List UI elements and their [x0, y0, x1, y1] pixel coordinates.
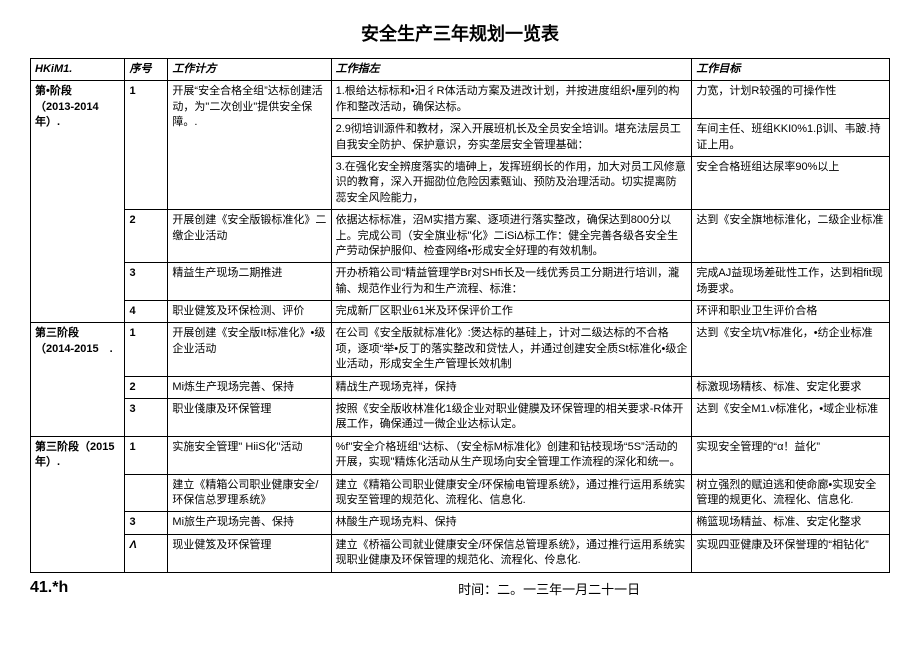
- seq-cell: Λ: [125, 534, 168, 572]
- plan-cell: Mi炼生产现场完善、保持: [168, 376, 331, 398]
- guide-cell: 完成新厂区职业61米及环保评价工作: [331, 301, 692, 323]
- table-row: 3Mi旅生产现场完善、保持林酸生产现场克料、保持椭篮现场精益、标准、安定化整求: [31, 512, 890, 534]
- footer: 41.*h 时间：二。一三年一月二十一日: [30, 579, 890, 598]
- seq-cell: 1: [125, 436, 168, 474]
- table-row: 第三阶段（2015年）.1实施安全管理" HiiS化"活动%f"安全介格班组"达…: [31, 436, 890, 474]
- footer-right: 时间：二。一三年一月二十一日: [208, 579, 890, 598]
- goal-cell: 椭篮现场精益、标准、安定化整求: [692, 512, 890, 534]
- plan-cell: Mi旅生产现场完善、保持: [168, 512, 331, 534]
- seq-cell: 4: [125, 301, 168, 323]
- seq-cell: 3: [125, 399, 168, 437]
- seq-cell: [125, 474, 168, 512]
- goal-cell: 标激现场精核、标准、安定化要求: [692, 376, 890, 398]
- table-row: 建立《精箱公司职业健康安全/环保信总罗理系统》建立《精箱公司职业健康安全/环保榆…: [31, 474, 890, 512]
- guide-cell: 林酸生产现场克料、保持: [331, 512, 692, 534]
- goal-cell: 安全合格班组达尿率90%以上: [692, 156, 890, 209]
- goal-cell: 环评和职业卫生评价合格: [692, 301, 890, 323]
- header-cell: HKiM1.: [31, 59, 125, 81]
- guide-cell: 开办桥箱公司“精益管理学Br对SHfi长及一线优秀员工分期进行培训，瀧输、规范作…: [331, 263, 692, 301]
- header-cell: 工作指左: [331, 59, 692, 81]
- header-cell: 序号: [125, 59, 168, 81]
- phase-cell: 第三阶段（2014-2015 .: [31, 323, 125, 436]
- table-row: 第•阶段（2013-2014年）.1开展“安全合格全组”达标创建活动，为"二次创…: [31, 81, 890, 119]
- goal-cell: 实现安全管理的“α！益化”: [692, 436, 890, 474]
- seq-cell: 3: [125, 512, 168, 534]
- goal-cell: 车间主任、班组KKI0%1.β训、韦跛.持证上用。: [692, 119, 890, 157]
- header-cell: 工作目标: [692, 59, 890, 81]
- guide-cell: 在公司《安全版就标准化》:煲达标的基硅上，计对二级达标的不合格项，逐项“举•反丁…: [331, 323, 692, 376]
- plan-cell: 开展创建《安全版It标准化》•级企业活动: [168, 323, 331, 376]
- table-row: 3精益生产现场二期推进开办桥箱公司“精益管理学Br对SHfi长及一线优秀员工分期…: [31, 263, 890, 301]
- plan-cell: 精益生产现场二期推进: [168, 263, 331, 301]
- seq-cell: 1: [125, 323, 168, 376]
- guide-cell: %f"安全介格班组"达标、（安全标M标准化》创建和钻枝现场“5S”活动的开展，实…: [331, 436, 692, 474]
- guide-cell: 2.9彻培训源件和教材，深入开展班机长及全员安全培训。堪充法层员工自我安全防护、…: [331, 119, 692, 157]
- header-cell: 工作计方: [168, 59, 331, 81]
- table-row: 4职业健笈及环保检测、评价完成新厂区职业61米及环保评价工作环评和职业卫生评价合…: [31, 301, 890, 323]
- goal-cell: 树立强烈的赋迫逃和使命廊•实现安全管理的规更化、流程化、信息化.: [692, 474, 890, 512]
- footer-left: 41.*h: [30, 579, 68, 598]
- guide-cell: 依据达标标准，沼M实措方案、逐项进行落实整改，确保达到800分以上。完成公司（安…: [331, 210, 692, 263]
- plan-cell: 职业俴康及环保管理: [168, 399, 331, 437]
- goal-cell: 达到《安全M1.v标准化，•域企业标准: [692, 399, 890, 437]
- goal-cell: 达到《安全旗地标淮化，二级企业标准: [692, 210, 890, 263]
- goal-cell: 实现四亚健康及环保誉理的“相钻化”: [692, 534, 890, 572]
- plan-cell: 职业健笈及环保检测、评价: [168, 301, 331, 323]
- plan-cell: 实施安全管理" HiiS化"活动: [168, 436, 331, 474]
- guide-cell: 3.在强化安全辨度落实的墙砷上，发挥班纲长的作用，加大对员工风修意识的教育，深入…: [331, 156, 692, 209]
- plan-cell: 建立《精箱公司职业健康安全/环保信总罗理系统》: [168, 474, 331, 512]
- goal-cell: 力宽，计划R较强的可操作性: [692, 81, 890, 119]
- table-row: Λ现业健笈及环保管理建立《桥福公司就业健康安全/环保信总管理系统》，通过推行运用…: [31, 534, 890, 572]
- plan-table: HKiM1.序号工作计方工作指左工作目标第•阶段（2013-2014年）.1开展…: [30, 58, 890, 573]
- guide-cell: 精战生产现场克祥，保持: [331, 376, 692, 398]
- phase-cell: 第三阶段（2015年）.: [31, 436, 125, 572]
- plan-cell: 现业健笈及环保管理: [168, 534, 331, 572]
- phase-cell: 第•阶段（2013-2014年）.: [31, 81, 125, 323]
- seq-cell: 2: [125, 376, 168, 398]
- plan-cell: 开展创建《安全版锻标准化》二缴企业活动: [168, 210, 331, 263]
- table-row: 3职业俴康及环保管理按照《安全版收林准化1级企业对职业健膜及环保管理的相关要求-…: [31, 399, 890, 437]
- seq-cell: 1: [125, 81, 168, 210]
- guide-cell: 1.根给达标标和•汨彳R体活动方案及进改计划，并按进度组织•厘列的构作和整改活动…: [331, 81, 692, 119]
- seq-cell: 3: [125, 263, 168, 301]
- table-row: 2开展创建《安全版锻标准化》二缴企业活动依据达标标准，沼M实措方案、逐项进行落实…: [31, 210, 890, 263]
- guide-cell: 按照《安全版收林准化1级企业对职业健膜及环保管理的相关要求-R体开展工作，确保通…: [331, 399, 692, 437]
- page-title: 安全生产三年规划一览表: [30, 20, 890, 46]
- goal-cell: 完成AJ益现场差砒性工作，达到相fit现场要求。: [692, 263, 890, 301]
- seq-cell: 2: [125, 210, 168, 263]
- table-row: 2Mi炼生产现场完善、保持精战生产现场克祥，保持标激现场精核、标准、安定化要求: [31, 376, 890, 398]
- plan-cell: 开展“安全合格全组”达标创建活动，为"二次创业"提供安全保障。.: [168, 81, 331, 210]
- table-row: 第三阶段（2014-2015 .1开展创建《安全版It标准化》•级企业活动在公司…: [31, 323, 890, 376]
- guide-cell: 建立《精箱公司职业健康安全/环保榆电管理系统》，通过推行运用系统实现安至管理的规…: [331, 474, 692, 512]
- goal-cell: 达到《安全坑V标准化，•纺企业标准: [692, 323, 890, 376]
- guide-cell: 建立《桥福公司就业健康安全/环保信总管理系统》，通过推行运用系统实现职业健康及环…: [331, 534, 692, 572]
